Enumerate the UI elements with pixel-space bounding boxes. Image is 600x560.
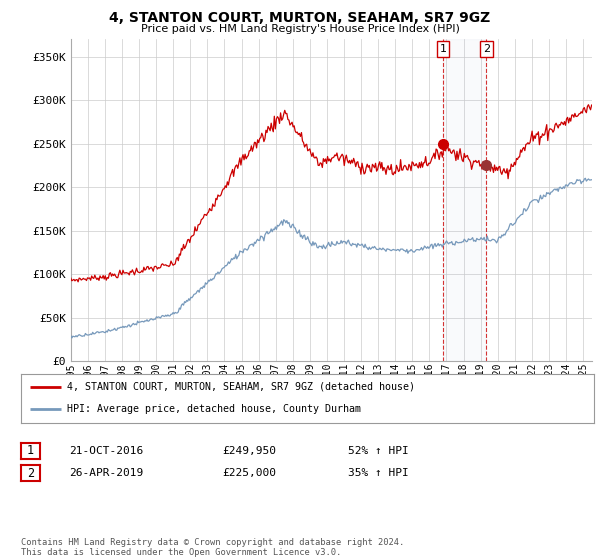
Text: £225,000: £225,000 — [222, 468, 276, 478]
Text: 1: 1 — [440, 44, 447, 54]
Text: 4, STANTON COURT, MURTON, SEAHAM, SR7 9GZ: 4, STANTON COURT, MURTON, SEAHAM, SR7 9G… — [109, 11, 491, 25]
Text: HPI: Average price, detached house, County Durham: HPI: Average price, detached house, Coun… — [67, 404, 361, 414]
Text: 52% ↑ HPI: 52% ↑ HPI — [348, 446, 409, 456]
Text: 21-OCT-2016: 21-OCT-2016 — [69, 446, 143, 456]
Text: 26-APR-2019: 26-APR-2019 — [69, 468, 143, 478]
Text: Contains HM Land Registry data © Crown copyright and database right 2024.
This d: Contains HM Land Registry data © Crown c… — [21, 538, 404, 557]
Text: 35% ↑ HPI: 35% ↑ HPI — [348, 468, 409, 478]
Text: Price paid vs. HM Land Registry's House Price Index (HPI): Price paid vs. HM Land Registry's House … — [140, 24, 460, 34]
Text: £249,950: £249,950 — [222, 446, 276, 456]
Text: 2: 2 — [27, 466, 34, 480]
Bar — [443, 39, 486, 361]
Text: 2: 2 — [482, 44, 490, 54]
Text: 1: 1 — [27, 444, 34, 458]
Text: 4, STANTON COURT, MURTON, SEAHAM, SR7 9GZ (detached house): 4, STANTON COURT, MURTON, SEAHAM, SR7 9G… — [67, 382, 415, 392]
